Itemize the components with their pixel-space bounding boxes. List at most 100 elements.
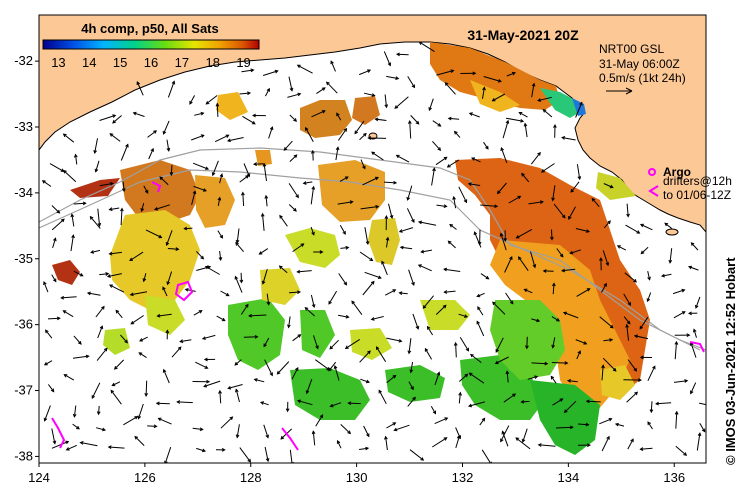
current-arrow [109,251,122,255]
current-arrow [147,130,157,138]
current-arrow [130,315,144,325]
current-arrow [98,405,100,415]
current-arrow [623,293,631,306]
current-arrow-head [415,120,420,125]
current-arrow-head [587,443,591,448]
current-arrow [227,137,244,142]
current-arrow-head [469,353,474,358]
current-arrow [340,424,351,434]
current-arrow-head [482,86,486,91]
current-arrow-head [63,374,68,378]
current-arrow-head [283,147,288,151]
current-arrow [283,140,293,151]
current-arrow [51,428,56,444]
current-arrow-head [556,318,560,322]
current-arrow [567,380,578,383]
current-arrow-head [183,226,188,231]
current-arrow-head [321,110,326,114]
current-arrow-head [328,367,332,372]
current-arrow [316,87,326,95]
current-arrow [502,431,509,447]
current-arrow [538,444,556,447]
y-tick-label: -34 [14,185,33,200]
current-arrow-head [517,195,522,200]
current-arrow [189,95,196,105]
current-arrow-head [201,448,207,453]
current-arrow-head [450,69,455,73]
current-arrow [334,365,340,381]
current-arrow [454,131,461,138]
colorbar-tick-label: 14 [82,55,96,70]
current-arrow [143,185,149,194]
current-arrow-head [254,334,259,339]
current-arrow [664,222,673,229]
current-arrow [112,115,122,124]
current-arrow-head [633,367,638,372]
current-arrow [421,249,432,253]
current-arrow [51,441,69,449]
current-arrow-head [549,236,554,241]
x-tick-label: 124 [28,470,50,485]
current-arrow-head [626,320,631,325]
current-arrow-head [603,282,607,287]
current-arrow [171,346,182,358]
current-arrow [615,423,625,427]
current-arrow-head [392,422,397,426]
current-arrow-head [690,242,695,246]
current-arrow-head [162,130,167,135]
current-arrow [254,378,265,383]
current-arrow [675,411,678,429]
current-arrow-head [280,435,285,440]
current-arrow [44,405,51,421]
current-arrow-head [79,441,84,445]
current-arrow [371,316,384,320]
current-arrow-head [365,241,370,246]
current-arrow [163,120,170,135]
current-arrow-head [409,369,414,374]
current-arrow-head [164,460,168,463]
current-arrow-head [343,127,348,132]
current-arrow-head [537,151,541,156]
current-arrow [184,227,193,230]
current-arrow-head [336,439,341,444]
colorbar: 4h comp, p50, All Sats 13 14 15 16 17 18 19 [42,21,260,70]
current-arrow-head [566,379,571,383]
current-arrow-head [701,428,706,433]
current-arrow-head [647,276,651,281]
current-arrow-head [442,304,447,309]
sst-patches [52,42,650,455]
current-arrow [428,98,434,111]
current-arrow-head [263,343,267,348]
current-arrow [640,447,653,450]
current-arrow [167,271,173,285]
current-arrow-head [293,207,297,212]
current-arrow-head [375,346,380,351]
current-arrow-head [325,81,330,86]
current-arrow-head [115,309,120,314]
current-arrow-head [76,425,80,430]
current-arrow [122,181,125,192]
current-arrow-head [305,126,309,131]
current-arrow [394,424,410,431]
current-arrow [528,201,543,205]
current-arrow-head [407,119,412,124]
current-arrow-head [129,292,134,297]
current-arrow [378,390,387,405]
current-arrow [386,237,389,248]
current-arrow [312,150,314,161]
current-arrow-head [311,304,316,309]
current-arrow [110,390,122,405]
current-arrow-head [473,231,478,236]
current-arrow [61,296,77,299]
current-arrow-head [165,242,170,246]
current-arrow [263,337,270,347]
current-arrow [562,268,576,272]
current-arrow [90,249,101,253]
current-arrow-head [708,404,711,407]
current-arrow-head [130,320,135,325]
current-arrow [241,69,254,73]
current-arrow [228,384,243,389]
current-arrow-head [328,300,332,305]
current-arrow [427,326,434,336]
current-arrow-head [534,375,539,380]
